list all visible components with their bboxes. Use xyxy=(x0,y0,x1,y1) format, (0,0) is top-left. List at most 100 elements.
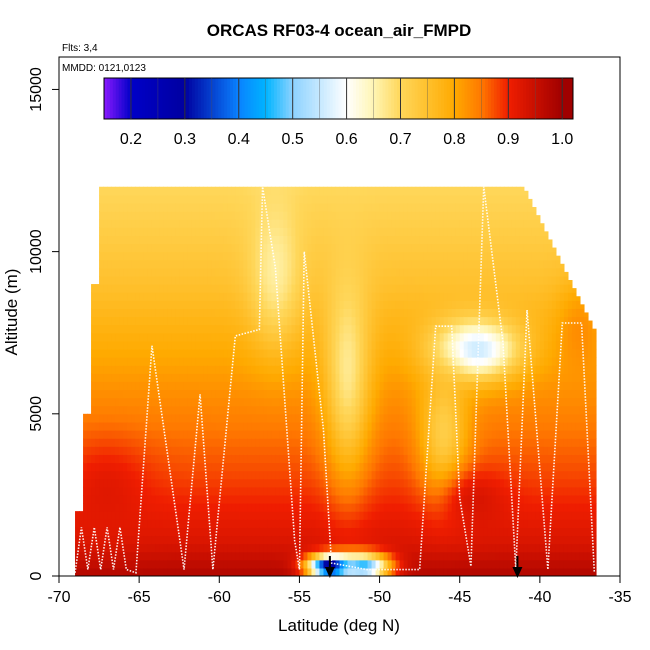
heat-cell xyxy=(343,235,349,245)
heat-cell xyxy=(459,202,465,212)
heat-cell xyxy=(259,284,264,293)
heat-cell xyxy=(407,438,413,447)
heat-cell xyxy=(259,405,264,415)
heat-cell xyxy=(219,316,224,326)
heat-cell xyxy=(439,251,445,261)
heat-cell xyxy=(199,438,204,447)
heat-cell xyxy=(135,340,140,350)
heat-cell xyxy=(359,211,365,220)
heat-cell xyxy=(247,527,252,537)
heat-cell xyxy=(463,535,469,545)
heat-cell xyxy=(75,559,80,569)
heat-cell xyxy=(251,340,256,350)
heat-cell xyxy=(171,413,176,423)
heat-cell xyxy=(315,381,321,391)
heat-cell xyxy=(203,251,208,261)
heat-cell xyxy=(123,486,128,496)
heat-cell xyxy=(415,275,421,285)
heat-cell xyxy=(447,275,453,285)
heat-cell xyxy=(151,551,156,561)
heat-cell xyxy=(123,381,128,391)
heat-cell xyxy=(167,348,172,358)
heat-cell xyxy=(483,267,489,277)
heat-cell xyxy=(271,519,276,528)
heat-cell xyxy=(283,348,289,358)
heat-cell xyxy=(347,389,353,399)
heat-cell xyxy=(367,235,373,245)
heat-cell xyxy=(119,373,124,382)
heat-cell xyxy=(287,227,293,237)
heat-cell xyxy=(207,567,212,576)
heat-cell xyxy=(255,235,260,245)
heat-cell xyxy=(371,211,377,220)
heat-cell xyxy=(283,397,289,407)
heat-cell xyxy=(111,316,116,326)
heat-cell xyxy=(195,219,200,228)
heat-cell xyxy=(343,389,349,399)
heat-cell xyxy=(323,511,329,520)
heat-cell xyxy=(431,535,437,545)
heat-cell xyxy=(267,227,272,237)
heat-cell xyxy=(375,486,381,496)
heat-cell xyxy=(331,348,337,358)
heat-cell xyxy=(371,486,377,496)
heat-cell xyxy=(167,243,172,253)
heat-cell xyxy=(419,503,425,512)
heat-cell xyxy=(103,486,108,496)
heat-cell xyxy=(215,284,220,293)
heat-cell xyxy=(487,421,493,431)
heat-cell xyxy=(303,446,309,455)
heat-cell xyxy=(99,348,104,358)
heat-cell xyxy=(155,413,160,423)
heat-cell xyxy=(167,219,172,228)
heat-cell xyxy=(347,494,353,504)
heat-cell xyxy=(311,332,317,342)
heat-cell xyxy=(275,324,280,334)
heat-cell xyxy=(387,438,393,447)
heat-cell xyxy=(319,389,325,399)
heat-cell xyxy=(375,503,381,512)
heat-cell xyxy=(275,308,280,318)
heat-cell xyxy=(407,251,413,261)
heat-cell xyxy=(311,519,317,528)
heat-cell xyxy=(427,202,433,212)
heat-cell xyxy=(399,438,405,447)
heat-cell xyxy=(427,251,433,261)
heat-cell xyxy=(435,219,441,228)
heat-cell xyxy=(447,454,453,464)
heat-cell xyxy=(495,235,501,245)
heat-cell xyxy=(119,494,124,504)
heat-cell xyxy=(339,211,345,220)
heat-cell xyxy=(267,413,272,423)
heat-cell xyxy=(263,503,268,512)
heat-cell xyxy=(267,397,272,407)
heat-cell xyxy=(503,535,509,545)
heat-cell xyxy=(271,389,276,399)
heat-cell xyxy=(171,381,176,391)
heat-cell xyxy=(243,478,248,488)
heat-cell xyxy=(287,438,293,447)
heat-cell xyxy=(235,251,240,261)
heat-cell xyxy=(339,405,345,415)
heat-cell xyxy=(471,405,477,415)
heat-cell xyxy=(187,284,192,293)
heat-cell xyxy=(439,486,445,496)
heat-cell xyxy=(219,308,224,318)
heat-cell xyxy=(459,259,465,269)
heat-cell xyxy=(459,292,465,301)
heat-cell xyxy=(459,405,465,415)
heat-cell xyxy=(403,373,409,382)
heat-cell xyxy=(115,194,120,204)
heat-cell xyxy=(135,421,140,431)
heat-cell xyxy=(423,324,429,334)
heat-cell xyxy=(199,446,204,455)
heat-cell xyxy=(255,219,260,228)
heat-cell xyxy=(203,535,208,545)
heat-cell xyxy=(363,202,369,212)
heat-cell xyxy=(99,275,104,285)
heat-cell xyxy=(91,316,96,326)
heat-cell xyxy=(407,389,413,399)
heat-cell xyxy=(255,340,260,350)
heat-cell xyxy=(79,567,84,576)
heat-cell xyxy=(403,357,409,366)
